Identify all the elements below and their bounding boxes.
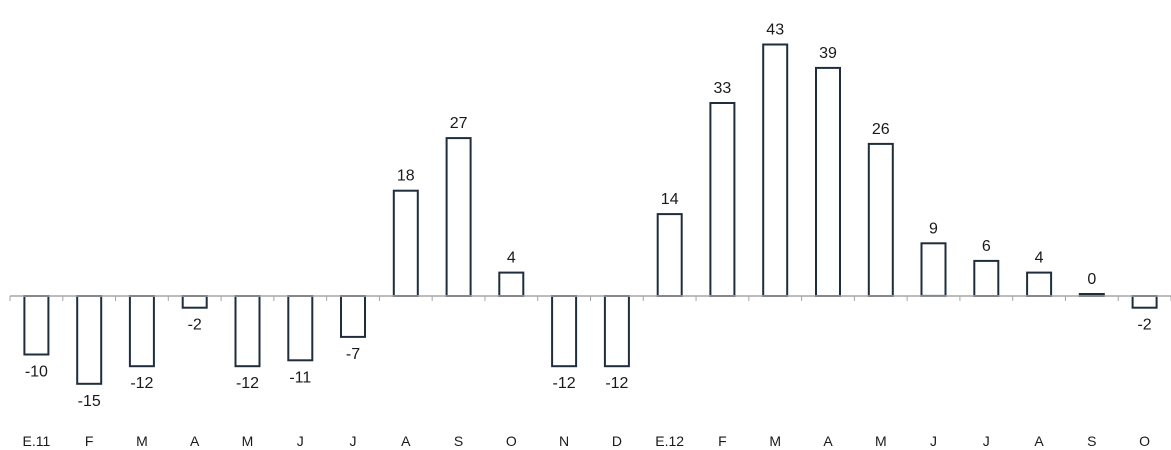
bar-16 [867, 142, 894, 297]
category-label-20: S [1087, 433, 1096, 449]
data-label-15: 39 [819, 45, 837, 62]
category-label-6: J [350, 433, 357, 449]
bar-6 [340, 295, 366, 338]
data-label-1: -15 [78, 393, 101, 410]
data-label-16: 26 [872, 121, 890, 138]
category-label-8: S [454, 433, 463, 449]
bar-9 [498, 271, 525, 298]
bar-1 [76, 295, 103, 385]
category-label-15: A [823, 433, 833, 449]
data-label-11: -12 [605, 375, 628, 392]
category-labels-layer: E.11 F M A M J J A S O N D E.12 F M A M J J A S O [23, 433, 1151, 449]
bar-4 [234, 295, 261, 368]
bar-3 [181, 295, 208, 309]
data-label-5: -11 [289, 369, 311, 386]
data-label-18: 6 [982, 238, 991, 255]
bar-2 [128, 295, 155, 368]
category-label-14: M [769, 433, 781, 449]
data-label-6: -7 [346, 346, 360, 363]
category-label-17: J [930, 433, 937, 449]
category-label-12: E.12 [655, 433, 684, 449]
category-label-5: J [297, 433, 304, 449]
category-label-16: M [875, 433, 887, 449]
data-label-9: 4 [507, 250, 516, 267]
category-label-1: F [85, 433, 94, 449]
category-label-10: N [559, 433, 569, 449]
bar-19 [1026, 271, 1053, 298]
bar-21 [1131, 295, 1158, 309]
bar-18 [973, 259, 1000, 297]
category-label-21: O [1139, 433, 1150, 449]
category-label-11: D [612, 433, 622, 449]
bar-12 [656, 213, 683, 298]
bar-5 [287, 295, 314, 362]
bar-15 [815, 66, 841, 298]
data-label-14: 43 [766, 22, 784, 39]
category-label-7: A [401, 433, 411, 449]
bar-0 [23, 295, 50, 356]
data-label-13: 33 [714, 80, 732, 97]
category-label-13: F [718, 433, 727, 449]
data-label-21: -2 [1137, 317, 1151, 334]
category-label-19: A [1034, 433, 1044, 449]
data-label-8: 27 [450, 115, 468, 132]
data-label-3: -2 [188, 317, 202, 334]
category-label-0: E.11 [23, 433, 51, 449]
category-label-3: A [190, 433, 200, 449]
bar-8 [445, 137, 472, 297]
data-label-19: 4 [1035, 250, 1044, 267]
data-label-0: -10 [25, 364, 48, 381]
bar-13 [709, 102, 736, 297]
data-label-20: 0 [1087, 271, 1096, 288]
bar-17 [920, 242, 947, 297]
bar-11 [603, 295, 630, 368]
bar-7 [392, 189, 419, 297]
category-label-18: J [983, 433, 990, 449]
category-label-2: M [136, 433, 148, 449]
data-label-12: 14 [661, 191, 679, 208]
axis-ticks-layer [9, 296, 1171, 301]
bar-10 [551, 295, 578, 368]
data-label-4: -12 [236, 375, 259, 392]
category-label-4: M [242, 433, 254, 449]
data-label-2: -12 [130, 375, 153, 392]
data-label-7: 18 [397, 168, 415, 185]
data-label-10: -12 [553, 375, 576, 392]
category-label-9: O [506, 433, 517, 449]
bar-14 [762, 43, 789, 297]
data-label-17: 9 [929, 220, 938, 237]
data-labels-layer: -10 -15 -12 -2 -12 -11 -7 18 27 4 -12 -12 14 33 43 39 26… [25, 22, 1152, 410]
